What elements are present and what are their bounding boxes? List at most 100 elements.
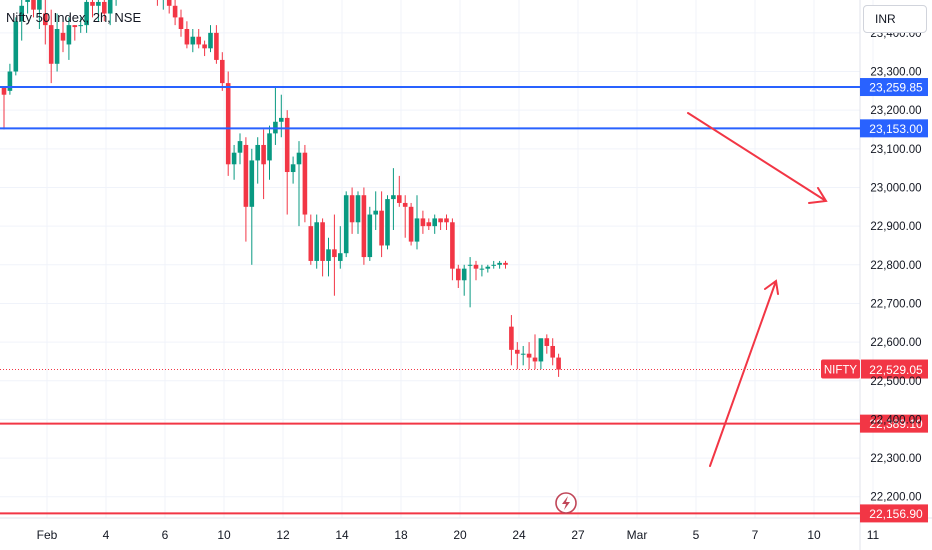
candle bbox=[473, 260, 479, 281]
candle-body bbox=[473, 264, 479, 269]
candle bbox=[361, 187, 367, 265]
candle bbox=[31, 0, 36, 18]
candle bbox=[450, 218, 455, 281]
candle bbox=[314, 214, 319, 269]
candle bbox=[267, 125, 272, 180]
candle bbox=[556, 353, 561, 377]
currency-button[interactable]: INR bbox=[863, 5, 927, 33]
resistance-lower-price-tag bbox=[860, 119, 928, 138]
candle bbox=[432, 214, 437, 234]
symbol-title: Nifty 50 Index, 2h, NSE bbox=[6, 10, 142, 25]
candle bbox=[166, 0, 172, 14]
candle-body bbox=[556, 357, 561, 370]
candle-body bbox=[509, 326, 514, 350]
candle-body bbox=[60, 32, 66, 41]
x-tick-label: 10 bbox=[217, 528, 231, 542]
candle bbox=[509, 315, 514, 366]
candle-body bbox=[414, 218, 420, 242]
candle-body bbox=[426, 222, 432, 227]
candle-body bbox=[102, 1, 107, 14]
candle-body bbox=[343, 195, 349, 254]
price-axis[interactable]: 22,200.00 22,300.00 22,400.00 22,500.00 22,6… bbox=[870, 28, 921, 504]
x-tick-label: 5 bbox=[693, 528, 700, 542]
candle bbox=[338, 226, 343, 269]
support-upper-price-tag bbox=[860, 414, 928, 433]
candle-body bbox=[367, 214, 373, 258]
candle-body bbox=[196, 36, 201, 45]
candle bbox=[220, 52, 225, 91]
candle bbox=[208, 25, 213, 53]
candle bbox=[60, 21, 66, 53]
candle bbox=[532, 334, 538, 370]
candle bbox=[355, 191, 361, 234]
y-tick-label: 22,200.00 bbox=[870, 492, 921, 504]
candle-body bbox=[178, 17, 184, 29]
candle bbox=[444, 214, 449, 231]
y-tick-label: 22,900.00 bbox=[870, 221, 921, 233]
x-tick-label: 18 bbox=[394, 528, 408, 542]
candle-body bbox=[31, 0, 36, 10]
candle-body bbox=[208, 32, 213, 49]
candle bbox=[326, 237, 331, 277]
x-tick-label: 4 bbox=[103, 528, 110, 542]
support-lower-price-tag bbox=[860, 504, 928, 523]
y-tick-label: 22,800.00 bbox=[870, 260, 921, 272]
candle-body bbox=[214, 32, 219, 60]
candle bbox=[302, 144, 308, 223]
y-tick-label: 23,300.00 bbox=[870, 67, 921, 79]
candle bbox=[332, 214, 337, 296]
candle bbox=[96, 0, 101, 22]
candle bbox=[90, 0, 95, 18]
candle-body bbox=[379, 210, 384, 246]
candle bbox=[479, 264, 485, 277]
candle-body bbox=[296, 152, 302, 165]
candle-body bbox=[550, 345, 555, 358]
candle bbox=[48, 9, 54, 84]
x-tick-label: 6 bbox=[162, 528, 169, 542]
support-lower-price-label: 22,156.90 bbox=[869, 507, 923, 521]
candle bbox=[544, 334, 550, 354]
candle bbox=[379, 191, 384, 258]
candle-body bbox=[237, 141, 243, 153]
candle-body bbox=[373, 210, 378, 215]
candle-body bbox=[491, 264, 496, 266]
x-tick-label: 14 bbox=[335, 528, 349, 542]
candle-body bbox=[284, 117, 290, 173]
candle bbox=[467, 257, 473, 308]
candle-body bbox=[520, 353, 526, 355]
y-tick-label: 22,400.00 bbox=[870, 414, 921, 426]
candle bbox=[491, 260, 496, 269]
candle bbox=[414, 195, 420, 250]
candle-body bbox=[391, 195, 396, 200]
y-tick-label: 23,200.00 bbox=[870, 105, 921, 117]
candle-body bbox=[1, 86, 7, 95]
candle-body bbox=[479, 268, 485, 270]
candle-body bbox=[66, 25, 72, 45]
y-tick-label: 22,300.00 bbox=[870, 453, 921, 465]
lightning-icon[interactable] bbox=[555, 492, 577, 514]
candle bbox=[78, 17, 83, 33]
candle-body bbox=[7, 71, 13, 91]
candle bbox=[37, 0, 42, 29]
candle bbox=[13, 17, 19, 76]
candle bbox=[290, 156, 296, 184]
candle bbox=[231, 144, 237, 180]
resistance-upper-price-tag bbox=[860, 78, 928, 97]
candle-body bbox=[25, 0, 30, 2]
candle bbox=[162, 0, 164, 10]
candle-body bbox=[249, 160, 255, 207]
horizontal-lines: 23,259.85 23,153.00 22,389.10 22,156.90 NIFT… bbox=[0, 78, 928, 523]
time-axis[interactable]: Feb 4 6 10 12 14 18 20 24 27 Mar 5 7 10 11 bbox=[37, 528, 880, 542]
candle-body bbox=[78, 25, 83, 27]
candle-body bbox=[450, 222, 455, 269]
candle bbox=[550, 338, 555, 366]
candle-body bbox=[432, 218, 437, 227]
candle-body bbox=[326, 249, 331, 261]
candle-body bbox=[43, 13, 48, 26]
candle-body bbox=[361, 195, 367, 258]
candle-body bbox=[503, 262, 508, 265]
candle-body bbox=[261, 144, 266, 165]
candle-body bbox=[515, 349, 520, 354]
candle bbox=[520, 345, 526, 366]
